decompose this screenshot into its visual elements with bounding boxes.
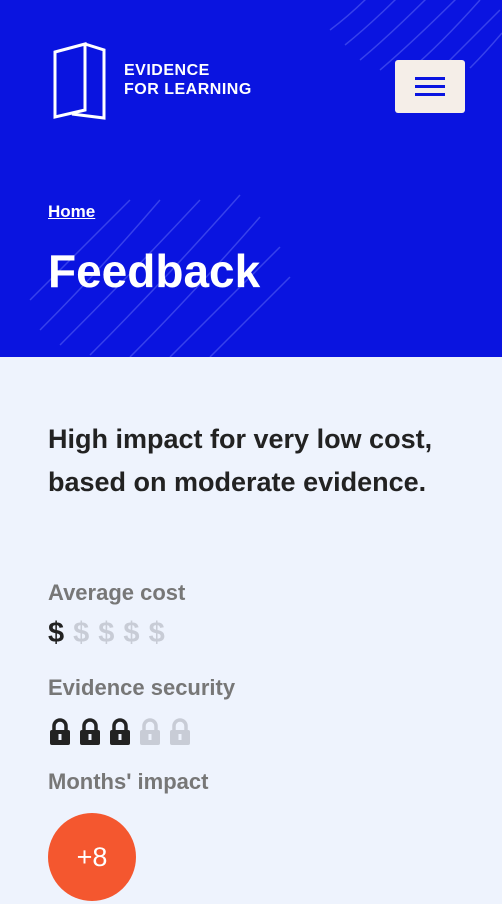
lock-icon <box>140 718 160 745</box>
evidence-label: Evidence security <box>48 675 236 700</box>
decoration <box>29 0 502 357</box>
summary: High impact for very low cost, based on … <box>48 424 433 497</box>
impact-value: +8 <box>76 841 108 872</box>
logo-text[interactable]: EVIDENCE FOR LEARNING <box>124 61 252 99</box>
impact-badge: +8 <box>48 813 136 901</box>
menu-bar <box>415 85 445 88</box>
menu-button[interactable] <box>395 60 465 113</box>
logo-line: EVIDENCE <box>124 62 210 79</box>
hero: EVIDENCE FOR LEARNING Home Feedback <box>0 0 502 357</box>
evidence-rating <box>48 718 192 746</box>
impact-label: Months' impact <box>48 769 209 794</box>
menu-bar <box>415 77 445 80</box>
cost-symbol: $ <box>148 617 165 649</box>
menu-bar <box>415 93 445 96</box>
cost-symbol: $ <box>48 617 65 649</box>
cost-symbol: $ <box>73 617 90 649</box>
cost-symbol: $ <box>98 617 115 649</box>
breadcrumb[interactable]: Home <box>48 202 96 221</box>
lock-icon <box>50 718 70 745</box>
page-title: Feedback <box>48 245 261 297</box>
cost-label: Average cost <box>48 580 186 605</box>
logo-line: FOR LEARNING <box>124 81 252 98</box>
lock-icon <box>110 718 130 745</box>
cost-rating: $ $ $ $ $ <box>48 617 165 650</box>
lock-icon <box>170 718 190 745</box>
cost-symbol: $ <box>123 617 140 649</box>
lock-icon <box>80 718 100 745</box>
